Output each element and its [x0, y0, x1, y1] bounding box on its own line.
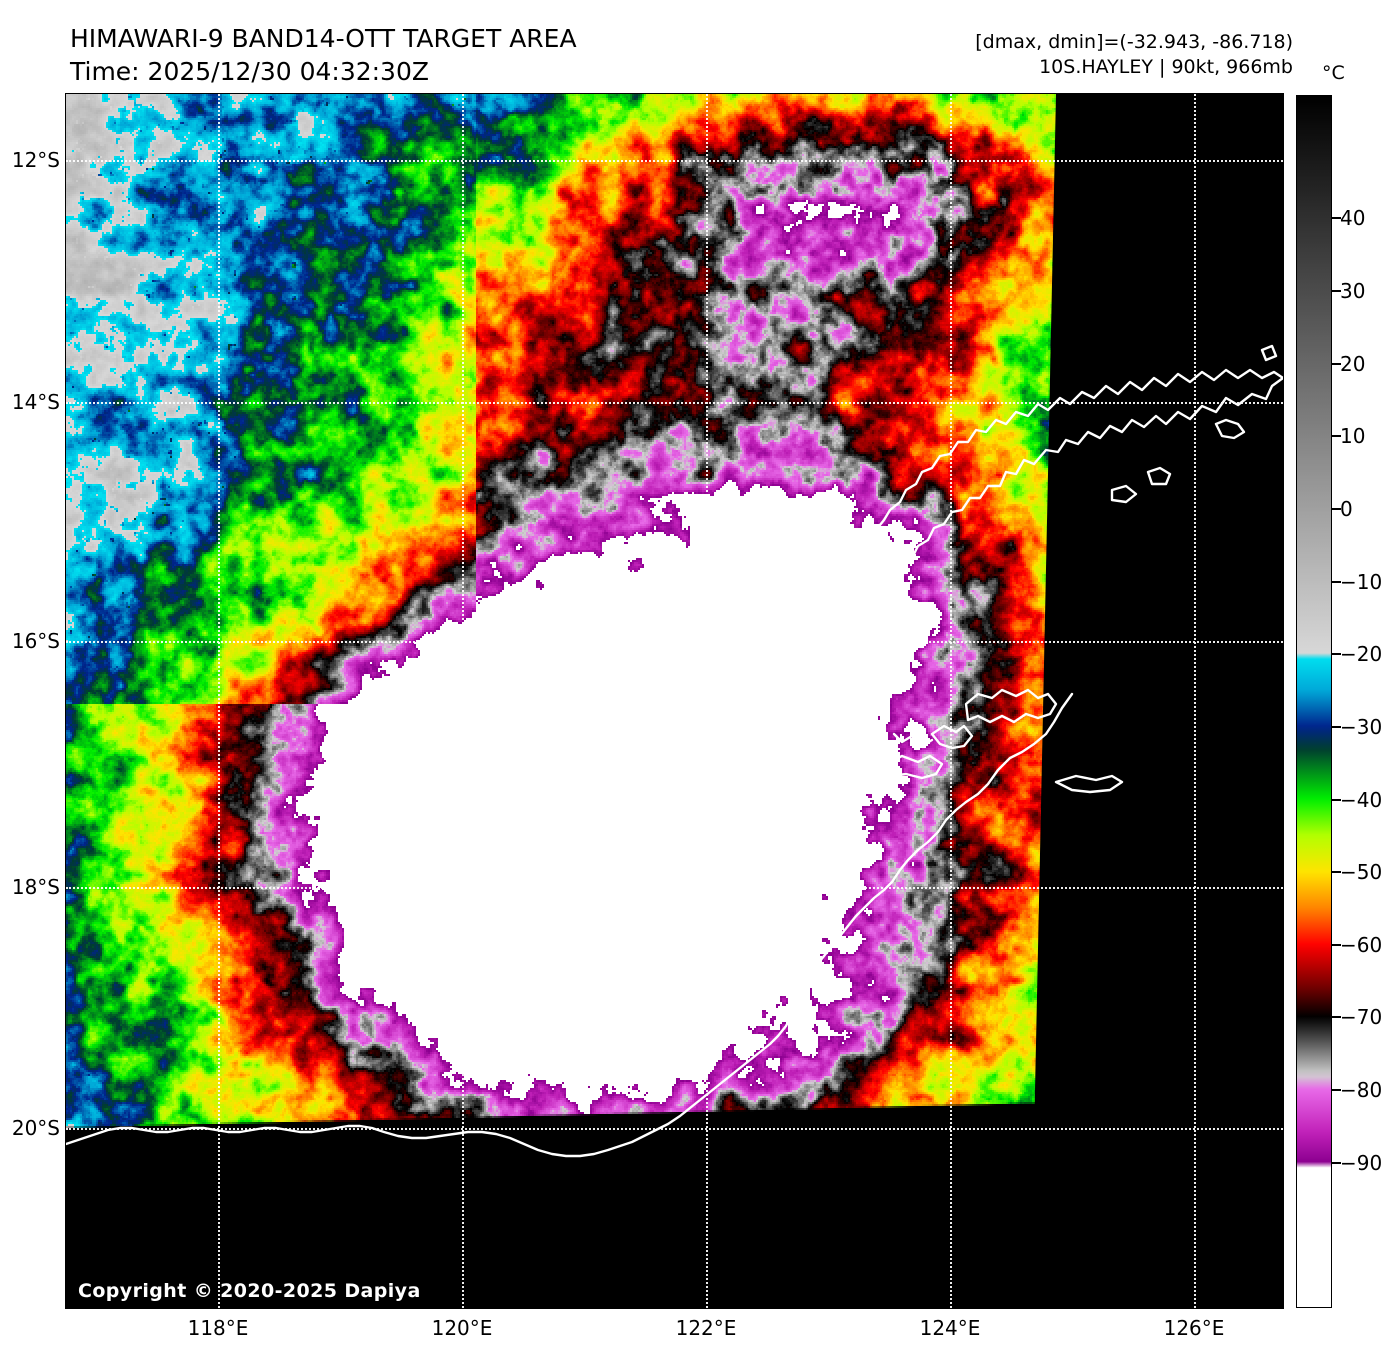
colorbar-tick-minus90: −90: [1340, 1150, 1383, 1175]
dmax-dmin-label: [dmax, dmin]=(-32.943, -86.718): [975, 31, 1293, 53]
colorbar-tick-minus70: −70: [1340, 1005, 1383, 1030]
gridline-lat-20: [66, 1128, 1283, 1130]
colorbar-unit-label: °C: [1322, 62, 1345, 84]
gridline-lat-18: [66, 887, 1283, 889]
colorbar-tickmark-30: [1332, 290, 1341, 293]
colorbar-tick-30: 30: [1340, 279, 1366, 304]
storm-info-label: 10S.HAYLEY | 90kt, 966mb: [1039, 56, 1293, 78]
colorbar-tickmark-minus50: [1332, 871, 1341, 874]
satellite-swath: [66, 94, 1056, 1128]
colorbar-tick-minus40: −40: [1340, 787, 1383, 812]
ytick-label-14S: 14°S: [11, 390, 60, 414]
colorbar-tick-minus50: −50: [1340, 860, 1383, 885]
colorbar-tickmark-minus90: [1332, 1161, 1341, 1164]
colorbar-tickmark-minus30: [1332, 725, 1341, 728]
colorbar-tick-minus20: −20: [1340, 642, 1383, 667]
xtick-label-126E: 126°E: [1163, 1316, 1225, 1340]
colorbar-tick-0: 0: [1340, 497, 1353, 522]
colorbar-tickmark-40: [1332, 217, 1341, 220]
infrared-cloud-imagery: [66, 94, 1056, 1128]
colorbar-tickmark-10: [1332, 435, 1341, 438]
colorbar-tickmark-0: [1332, 508, 1341, 511]
page-title: HIMAWARI-9 BAND14-OTT TARGET AREA: [70, 24, 577, 53]
ytick-label-20S: 20°S: [11, 1116, 60, 1140]
colorbar-gradient: [1297, 96, 1331, 1307]
colorbar-tickmark-20: [1332, 362, 1341, 365]
xtick-label-122E: 122°E: [675, 1316, 737, 1340]
xtick-label-120E: 120°E: [431, 1316, 493, 1340]
temperature-colorbar: [1296, 95, 1332, 1308]
gridline-lon-120: [462, 94, 464, 1308]
colorbar-tickmark-minus70: [1332, 1016, 1341, 1019]
ytick-label-12S: 12°S: [11, 148, 60, 172]
header-title-block: HIMAWARI-9 BAND14-OTT TARGET AREA Time: …: [70, 22, 577, 88]
coastline-overlay: [66, 344, 1283, 1158]
ytick-label-16S: 16°S: [11, 629, 60, 653]
header-meta-block: [dmax, dmin]=(-32.943, -86.718) 10S.HAYL…: [975, 30, 1293, 80]
colorbar-tick-minus80: −80: [1340, 1078, 1383, 1103]
colorbar-tickmark-minus20: [1332, 653, 1341, 656]
timestamp-label: Time: 2025/12/30 04:32:30Z: [70, 57, 429, 86]
xtick-label-118E: 118°E: [187, 1316, 249, 1340]
colorbar-tick-minus30: −30: [1340, 714, 1383, 739]
colorbar-tickmark-minus10: [1332, 580, 1341, 583]
colorbar-tickmark-minus80: [1332, 1089, 1341, 1092]
colorbar-tick-20: 20: [1340, 351, 1366, 376]
gridline-lon-122: [706, 94, 708, 1308]
colorbar-tick-minus10: −10: [1340, 569, 1383, 594]
colorbar-tickmark-minus40: [1332, 798, 1341, 801]
gridline-lat-14: [66, 402, 1283, 404]
gridline-lon-124: [950, 94, 952, 1308]
colorbar-tickmark-minus60: [1332, 943, 1341, 946]
gridline-lon-126: [1194, 94, 1196, 1308]
ytick-label-18S: 18°S: [11, 875, 60, 899]
xtick-label-124E: 124°E: [919, 1316, 981, 1340]
copyright-label: Copyright © 2020-2025 Dapiya: [78, 1280, 421, 1302]
gridline-lat-16: [66, 641, 1283, 643]
colorbar-tick-minus60: −60: [1340, 932, 1383, 957]
satellite-image-plot: Copyright © 2020-2025 Dapiya: [66, 94, 1283, 1308]
colorbar-tick-10: 10: [1340, 424, 1366, 449]
gridline-lat-12: [66, 160, 1283, 162]
colorbar-tick-40: 40: [1340, 206, 1366, 231]
gridline-lon-118: [218, 94, 220, 1308]
